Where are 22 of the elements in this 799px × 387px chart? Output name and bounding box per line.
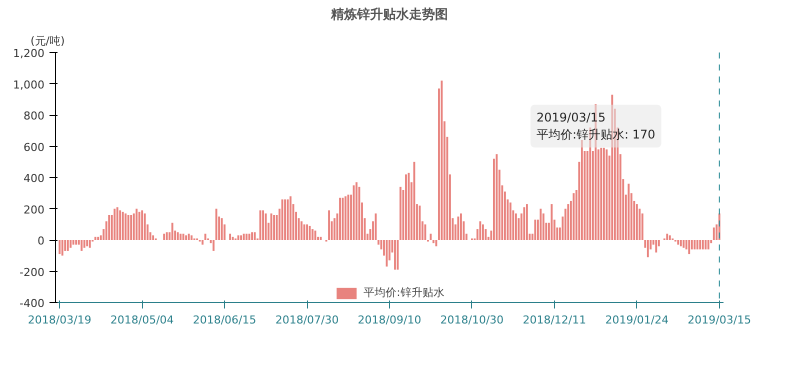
x-tick-label: 2019/01/24 (605, 314, 669, 326)
x-tick-label: 2018/06/15 (192, 314, 256, 326)
y-tick-label: 1,200 (13, 47, 45, 60)
y-tick-label: 800 (24, 110, 45, 122)
x-tick-label: 2018/09/10 (358, 314, 422, 326)
y-axis-title: (元/吨) (30, 34, 65, 48)
x-tick-label: 2018/10/30 (440, 314, 504, 326)
x-tick-label: 2018/12/11 (522, 314, 586, 326)
y-tick-label: 600 (24, 140, 45, 154)
annotation: 2019/03/15 平均价:锌升贴水: 170 (536, 110, 656, 142)
y-tick-label: -400 (20, 297, 45, 310)
y-tick-label: 400 (24, 172, 45, 185)
x-tick-label: 2018/03/19 (28, 314, 92, 326)
y-tick-label: 200 (24, 203, 45, 216)
x-tick-label: 2018/05/04 (110, 314, 174, 326)
x-tick-label: 2019/03/15 (688, 314, 752, 326)
chart-title: 精炼锌升贴水走势图 (330, 6, 448, 22)
y-tick-label: -200 (20, 266, 45, 279)
legend-label: 平均价:锌升贴水 (364, 285, 444, 300)
y-tick-label: 0 (38, 234, 44, 248)
x-tick-label: 2018/07/30 (275, 314, 339, 326)
y-tick-label: 1,000 (13, 78, 45, 92)
